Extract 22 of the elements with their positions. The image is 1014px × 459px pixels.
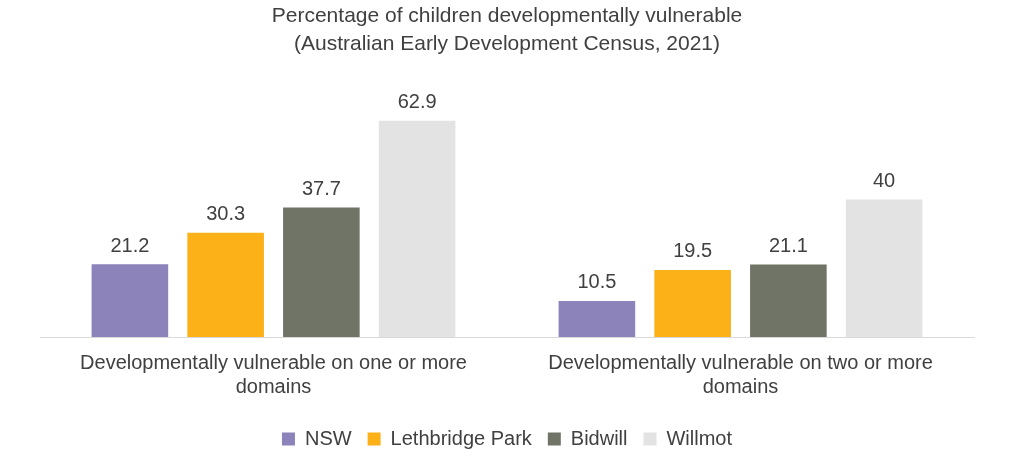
- bar: [558, 300, 636, 337]
- x-tick-label: Developmentally vulnerable on two or more domains: [548, 350, 933, 397]
- data-label: 21.1: [768, 233, 808, 256]
- legend-label: NSW: [304, 426, 352, 449]
- data-label: 30.3: [206, 202, 246, 225]
- x-tick-label: Developmentally vulnerable on one or more domains: [80, 350, 467, 397]
- data-label: 62.9: [397, 90, 437, 113]
- data-label: 10.5: [577, 270, 617, 293]
- bar: [283, 207, 360, 337]
- bar: [187, 232, 264, 337]
- data-label: 37.7: [301, 176, 341, 199]
- data-label: 19.5: [673, 239, 713, 262]
- bar: [750, 264, 827, 337]
- legend-label: Bidwill: [570, 426, 628, 449]
- chart-subtitle: (Australian Early Development Census, 2021): [293, 30, 721, 54]
- bar: [654, 269, 731, 337]
- legend-label: Willmot: [666, 426, 733, 449]
- data-label: 21.2: [110, 233, 150, 256]
- chart-title: Percentage of children developmentally vulnerable: [271, 3, 743, 27]
- bar: [91, 264, 169, 337]
- legend-label: Lethbridge Park: [390, 426, 533, 449]
- data-label: 40: [872, 169, 896, 192]
